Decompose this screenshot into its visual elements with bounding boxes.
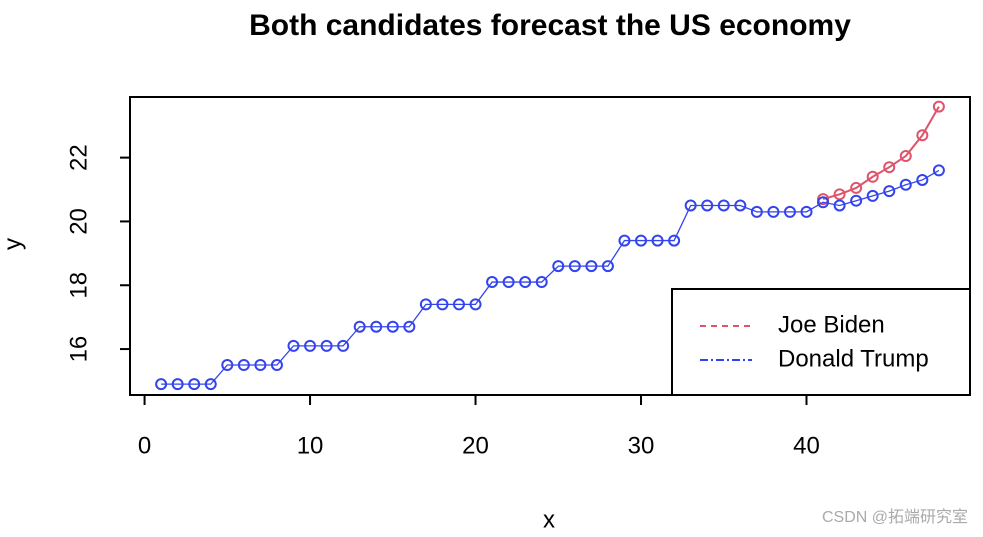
point	[701, 199, 714, 212]
point	[237, 359, 250, 372]
point	[568, 260, 581, 273]
chart-title: Both candidates forecast the US economy	[249, 9, 851, 42]
point	[651, 234, 664, 247]
point	[833, 188, 846, 201]
point	[883, 161, 896, 174]
watermark: CSDN @拓端研究室	[822, 508, 968, 526]
point	[618, 234, 631, 247]
point	[204, 378, 217, 391]
point	[850, 181, 863, 194]
point	[337, 339, 350, 352]
point	[817, 196, 830, 209]
point	[287, 339, 300, 352]
x-tick-label: 20	[462, 432, 489, 459]
point	[833, 199, 846, 212]
y-tick-label: 22	[65, 144, 92, 171]
point	[535, 276, 548, 289]
point	[850, 194, 863, 207]
point	[734, 199, 747, 212]
series-line	[161, 169, 940, 385]
point	[601, 260, 614, 273]
point	[436, 298, 449, 311]
x-tick-label: 30	[628, 432, 655, 459]
point	[866, 170, 879, 183]
point	[585, 260, 598, 273]
point	[188, 378, 201, 391]
point	[668, 234, 681, 247]
point	[635, 234, 648, 247]
legend-box	[671, 288, 971, 396]
point	[254, 359, 267, 372]
x-tick-label: 40	[793, 432, 820, 459]
y-tick-label: 20	[65, 208, 92, 235]
point	[320, 339, 333, 352]
legend-label: Joe Biden	[778, 311, 885, 338]
point	[386, 320, 399, 333]
point	[932, 164, 945, 177]
point	[800, 205, 813, 218]
y-tick-label: 18	[65, 272, 92, 299]
point	[783, 205, 796, 218]
x-tick-label: 0	[138, 432, 151, 459]
point	[767, 205, 780, 218]
point	[750, 205, 763, 218]
point	[932, 100, 945, 113]
point	[899, 150, 912, 163]
point	[270, 359, 283, 372]
y-axis-label: y	[0, 238, 26, 250]
point	[403, 320, 416, 333]
point	[155, 378, 168, 391]
point	[452, 298, 465, 311]
point	[486, 276, 499, 289]
x-axis-label: x	[543, 506, 555, 533]
point	[419, 298, 432, 311]
point	[866, 189, 879, 202]
point	[353, 320, 366, 333]
point	[883, 185, 896, 198]
point	[469, 298, 482, 311]
point	[221, 359, 234, 372]
y-tick-label: 16	[65, 336, 92, 363]
point	[899, 178, 912, 191]
point	[552, 260, 565, 273]
legend-label: Donald Trump	[778, 345, 929, 372]
point	[519, 276, 532, 289]
x-tick-label: 10	[297, 432, 324, 459]
point	[684, 199, 697, 212]
point	[916, 129, 929, 142]
point	[304, 339, 317, 352]
point	[717, 199, 730, 212]
point	[502, 276, 515, 289]
point	[370, 320, 383, 333]
point	[171, 378, 184, 391]
point	[916, 173, 929, 186]
